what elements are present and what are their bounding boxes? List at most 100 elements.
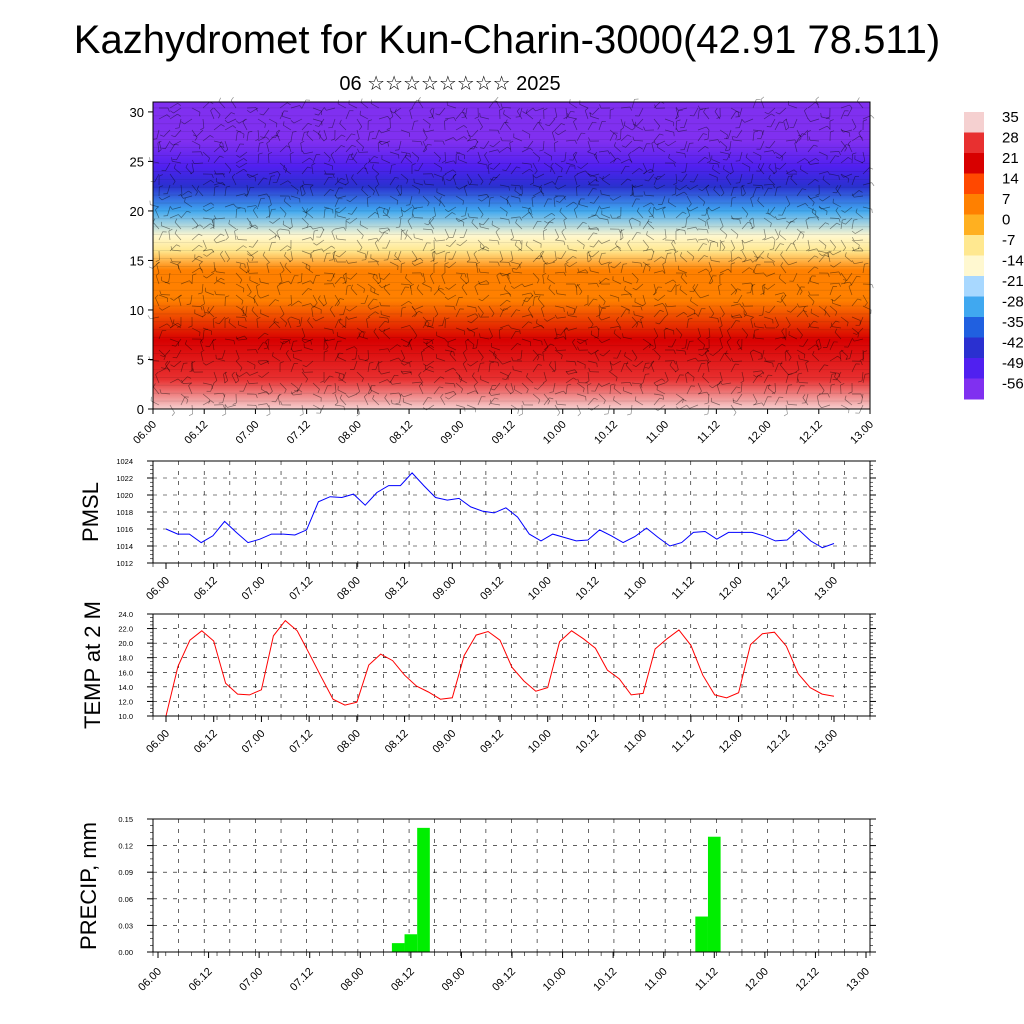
- wind-barb-flag: [427, 319, 432, 322]
- wind-barb: [657, 173, 666, 180]
- wind-barb-flag: [588, 225, 591, 230]
- wind-barb-flag: [473, 332, 476, 337]
- wind-barb: [730, 363, 736, 373]
- wind-barb-flag: [261, 385, 263, 390]
- wind-barb-flag: [720, 240, 725, 243]
- wind-barb-flag: [690, 297, 692, 302]
- wind-barb: [400, 184, 402, 195]
- wind-barb-flag: [705, 347, 710, 350]
- wind-barb-flag: [799, 291, 803, 295]
- wind-barb: [697, 238, 707, 241]
- wind-barb: [854, 261, 864, 265]
- wind-barb-flag: [803, 310, 807, 313]
- wind-barb: [408, 341, 413, 351]
- wind-barb: [708, 162, 718, 165]
- wind-barb-flag: [753, 130, 759, 133]
- wind-barb-flag: [813, 320, 818, 323]
- wind-barb-flag: [634, 357, 638, 361]
- precip-y-axis: 0.000.030.060.090.120.15: [118, 815, 876, 957]
- wind-barb-flag: [309, 157, 313, 161]
- wind-barb: [761, 349, 765, 359]
- wind-barb-flag: [489, 144, 494, 148]
- wind-barb: [840, 173, 849, 179]
- wind-barb: [774, 121, 780, 131]
- wind-barb-flag: [343, 406, 346, 411]
- wind-barb-flag: [686, 186, 691, 190]
- wind-barb-flag: [587, 172, 591, 177]
- wind-barb: [569, 261, 578, 268]
- wind-barb-flag: [368, 158, 371, 163]
- wind-barb-flag: [461, 111, 466, 114]
- wind-barb-flag: [596, 326, 600, 331]
- wind-barb-flag: [536, 319, 538, 324]
- wind-barb: [436, 239, 446, 242]
- wind-barb-flag: [242, 288, 245, 293]
- wind-barb: [173, 167, 182, 175]
- wind-barb-flag: [685, 371, 690, 375]
- wind-barb: [716, 385, 721, 395]
- y-tick-label: 10.0: [118, 712, 133, 721]
- wind-barb-flag: [424, 223, 429, 226]
- wind-barb-flag: [816, 248, 820, 253]
- wind-barb: [293, 357, 303, 362]
- colorbar-swatch: [964, 337, 984, 359]
- wind-barb-flag: [572, 255, 577, 259]
- wind-barb-flag: [559, 207, 562, 212]
- wind-barb-flag: [423, 363, 427, 367]
- wind-barb: [279, 162, 287, 170]
- wind-barb-flag: [395, 402, 400, 405]
- wind-barb: [851, 298, 858, 307]
- wind-barb: [173, 360, 182, 367]
- wind-barb-flag: [464, 184, 468, 188]
- wind-barb-flag: [637, 321, 642, 324]
- wind-barb-flag: [560, 168, 563, 173]
- wind-barb-flag: [222, 404, 225, 409]
- wind-barb-flag: [814, 255, 819, 258]
- wind-barb-flag: [545, 124, 550, 127]
- wind-barb: [235, 371, 239, 381]
- wind-barb-flag: [156, 261, 161, 265]
- wind-barb: [650, 363, 655, 373]
- wind-barb-flag: [706, 160, 711, 164]
- x-tick-label: 12.12: [764, 728, 792, 756]
- wind-barb: [455, 308, 461, 318]
- wind-barb-flag: [650, 168, 655, 172]
- wind-barb: [349, 217, 358, 224]
- wind-barb: [826, 338, 831, 348]
- wind-barb: [543, 162, 552, 169]
- wind-barb-flag: [863, 119, 868, 122]
- wind-barb: [576, 382, 585, 389]
- wind-barb-flag: [359, 220, 361, 225]
- wind-barb: [623, 336, 633, 340]
- wind-barb-flag: [824, 364, 829, 367]
- wind-barb: [477, 162, 487, 166]
- wind-barb: [675, 360, 679, 370]
- wind-barb-flag: [728, 259, 733, 263]
- wind-barb: [370, 389, 380, 395]
- colorbar-swatch: [964, 255, 984, 277]
- wind-barb-flag: [674, 369, 679, 373]
- wind-barb-flag: [508, 219, 510, 224]
- wind-barb: [730, 314, 740, 318]
- wind-barb-flag: [834, 328, 838, 333]
- precip-x-axis: 06.00 06.12 07.00 07.12 08.00 08.12 09.00 09.12…: [136, 952, 872, 994]
- wind-barb-flag: [577, 166, 582, 169]
- wind-barb: [532, 272, 540, 280]
- wind-barb-flag: [147, 315, 151, 319]
- wind-barb-flag: [442, 140, 445, 145]
- wind-barb: [481, 195, 490, 202]
- wind-barb: [389, 357, 399, 362]
- wind-barb: [727, 330, 732, 340]
- wind-barb: [235, 208, 238, 219]
- precip-grid: [152, 818, 871, 953]
- wind-barb-flag: [222, 182, 226, 186]
- x-tick-label: 07.12: [288, 966, 316, 994]
- wind-barb-flag: [158, 196, 163, 201]
- wind-barb-flag: [335, 210, 340, 214]
- wind-barb: [257, 193, 267, 197]
- wind-barb-flag: [284, 168, 288, 173]
- wind-barb-flag: [401, 209, 405, 213]
- wind-barb: [463, 187, 468, 197]
- wind-barb: [157, 143, 160, 153]
- wind-barb: [705, 187, 710, 197]
